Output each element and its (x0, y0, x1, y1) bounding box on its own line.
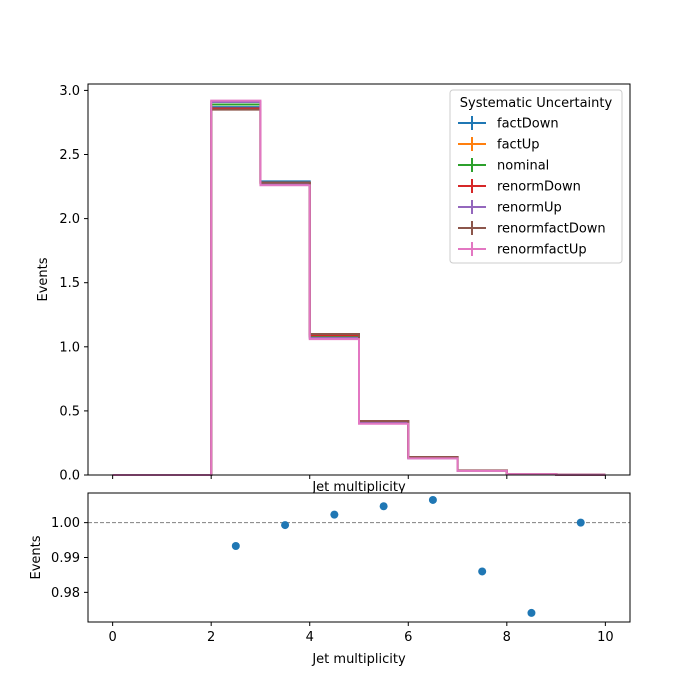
legend-label-renormDown: renormDown (497, 180, 581, 195)
ratio-x-tick-label: 4 (306, 630, 314, 645)
ratio-x-axis-label: Jet multiplicity (311, 652, 406, 667)
ratio-point (478, 567, 487, 576)
main-y-tick-label: 1.5 (59, 276, 80, 291)
ratio-point (330, 510, 339, 519)
main-y-tick-label: 2.5 (59, 148, 80, 163)
main-y-tick-label: 2.0 (59, 212, 80, 227)
legend-label-renormfactDown: renormfactDown (497, 222, 606, 237)
main-y-tick-label: 0.5 (59, 404, 80, 419)
ratio-plot-area (88, 493, 630, 622)
ratio-point (576, 518, 585, 527)
ratio-panel: 0.98 0.99 1.00 0 2 4 6 8 10 Events Jet multiplicit… (29, 492, 631, 667)
ratio-point (527, 608, 536, 617)
legend-label-factUp: factUp (497, 138, 540, 153)
legend-label-nominal: nominal (497, 159, 549, 174)
legend: Systematic Uncertainty factDown factUp nomi… (449, 89, 623, 264)
ratio-x-tick-label: 6 (404, 630, 412, 645)
legend-title: Systematic Uncertainty (460, 96, 613, 111)
ratio-x-tick-label: 2 (207, 630, 215, 645)
ratio-y-tick-label: 1.00 (51, 516, 80, 531)
histogram-series-renormfactUp (112, 99, 606, 476)
legend-label-renormUp: renormUp (497, 201, 562, 216)
main-plot-frame (87, 83, 631, 476)
ratio-point (379, 502, 388, 511)
ratio-y-tick-label: 0.98 (51, 586, 80, 601)
main-y-tick-label: 3.0 (59, 84, 80, 99)
legend-label-renormfactUp: renormfactUp (497, 243, 587, 258)
ratio-y-tick-label: 0.99 (51, 551, 80, 566)
legend-box (449, 89, 623, 264)
ratio-y-axis-label: Events (29, 535, 44, 579)
ratio-x-tick-label: 8 (503, 630, 511, 645)
main-y-tick-label: 0.0 (59, 469, 80, 484)
ratio-point (231, 541, 240, 550)
main-y-tick-label: 1.0 (59, 340, 80, 355)
ratio-point (428, 495, 437, 504)
ratio-x-tick-label: 10 (597, 630, 614, 645)
ratio-point (281, 521, 290, 530)
main-y-axis-label: Events (36, 257, 51, 301)
main-x-axis-label: Jet multiplicity (311, 480, 406, 495)
ratio-x-tick-label: 0 (108, 630, 116, 645)
legend-label-factDown: factDown (497, 117, 559, 132)
